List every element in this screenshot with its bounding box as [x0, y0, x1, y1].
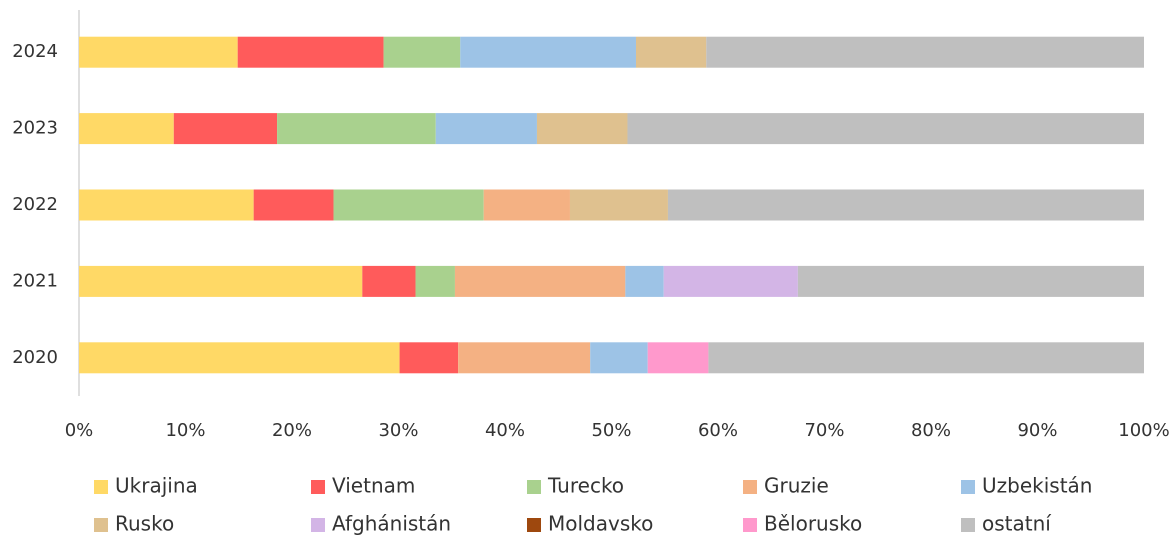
legend-swatch	[94, 480, 108, 494]
bar-segment	[399, 342, 459, 374]
y-tick-label: 2024	[12, 41, 58, 62]
legend-swatch	[743, 518, 757, 532]
x-tick-label: 80%	[911, 420, 951, 441]
bar-segment	[277, 113, 436, 145]
y-tick-label: 2023	[12, 118, 58, 139]
legend-label: Rusko	[115, 512, 174, 536]
bar-segment	[625, 265, 664, 297]
bar-segment	[79, 36, 238, 68]
legend-swatch	[961, 518, 975, 532]
legend-swatch	[527, 480, 541, 494]
bar-segment	[483, 189, 570, 221]
legend-swatch	[311, 518, 325, 532]
bar-segment	[79, 113, 174, 145]
bar-segment	[237, 36, 384, 68]
bar-segment	[362, 265, 416, 297]
bar-segment	[79, 342, 400, 374]
legend-label: Vietnam	[332, 474, 415, 498]
x-tick-label: 50%	[591, 420, 631, 441]
bar-segment	[415, 265, 455, 297]
bar-segment	[590, 342, 648, 374]
bar-segment	[458, 342, 591, 374]
x-tick-label: 10%	[165, 420, 205, 441]
legend-label: Afghánistán	[332, 512, 451, 536]
y-tick-label: 2021	[12, 270, 58, 291]
bar-segment	[708, 342, 1144, 374]
bar-segment	[460, 36, 636, 68]
legend-label: Gruzie	[764, 474, 829, 498]
legend-swatch	[961, 480, 975, 494]
x-tick-label: 20%	[272, 420, 312, 441]
x-tick-label: 100%	[1118, 420, 1169, 441]
x-tick-label: 30%	[378, 420, 418, 441]
y-tick-label: 2022	[12, 194, 58, 215]
bar-segment	[79, 265, 363, 297]
bar-segment	[536, 113, 628, 145]
bar-segment	[79, 189, 254, 221]
x-tick-label: 90%	[1017, 420, 1057, 441]
bar-segment	[627, 113, 1144, 145]
legend-label: ostatní	[982, 512, 1052, 536]
legend-swatch	[311, 480, 325, 494]
bar-segment	[647, 342, 709, 374]
legend-swatch	[94, 518, 108, 532]
legend-label: Bělorusko	[764, 512, 862, 536]
bar-segment	[253, 189, 334, 221]
bar-segment	[797, 265, 1144, 297]
bar-segment	[173, 113, 278, 145]
bar-segment	[706, 36, 1144, 68]
bar-segment	[435, 113, 537, 145]
bar-segment	[663, 265, 798, 297]
legend-label: Ukrajina	[115, 474, 198, 498]
x-tick-label: 40%	[485, 420, 525, 441]
bar-segment	[383, 36, 461, 68]
bar-segment	[569, 189, 668, 221]
x-tick-label: 60%	[698, 420, 738, 441]
legend-label: Turecko	[547, 474, 624, 498]
bar-segment	[635, 36, 707, 68]
x-tick-label: 0%	[65, 420, 94, 441]
legend-swatch	[527, 518, 541, 532]
y-tick-label: 2020	[12, 347, 58, 368]
legend-label: Uzbekistán	[982, 474, 1092, 498]
bar-segment	[454, 265, 626, 297]
x-tick-label: 70%	[804, 420, 844, 441]
legend-swatch	[743, 480, 757, 494]
legend-label: Moldavsko	[548, 512, 653, 536]
bar-segment	[333, 189, 484, 221]
bar-segment	[667, 189, 1144, 221]
